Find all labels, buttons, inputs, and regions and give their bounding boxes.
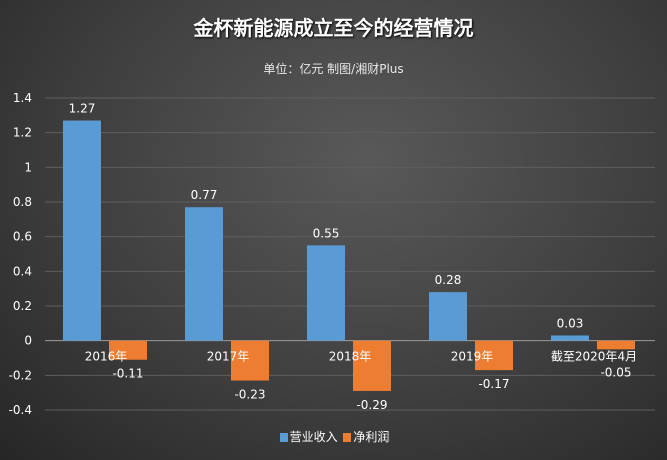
bar-profit (353, 340, 391, 391)
data-label: 1.27 (69, 102, 96, 116)
legend: 营业收入 净利润 (0, 428, 667, 445)
bar-profit (475, 340, 513, 371)
data-label: 0.03 (557, 316, 584, 330)
y-tick-label: -0.2 (9, 368, 32, 382)
chart-subtitle: 单位：亿元 制图/湘财Plus (263, 62, 404, 76)
data-label: -0.11 (112, 367, 143, 381)
legend-swatch-profit (343, 433, 352, 442)
y-tick-label: 0.6 (13, 230, 32, 244)
x-tick-label: 2019年 (451, 350, 494, 364)
x-tick-label: 2017年 (207, 350, 250, 364)
legend-label-profit: 净利润 (353, 430, 390, 444)
bar-revenue (429, 292, 467, 341)
x-tick-label: 2018年 (329, 350, 372, 364)
x-tick-label: 截至2020年4月 (551, 350, 637, 364)
bar-revenue (185, 207, 223, 341)
y-tick-label: 1 (24, 160, 32, 174)
data-label: -0.05 (600, 366, 631, 380)
y-tick-label: 0.2 (13, 299, 32, 313)
bar-profit (109, 340, 147, 360)
y-tick-label: -0.4 (9, 403, 32, 417)
data-label: -0.17 (478, 377, 509, 391)
y-tick-label: 1.4 (13, 91, 32, 105)
data-label: 0.28 (435, 273, 462, 287)
bar-profit (231, 340, 269, 381)
x-tick-label: 2016年 (85, 350, 128, 364)
y-tick-label: 0 (24, 334, 32, 348)
bar-revenue (63, 120, 101, 341)
y-tick-label: 1.2 (13, 126, 32, 140)
bar-profit (597, 340, 635, 350)
chart-title: 金杯新能源成立至今的经营情况 (193, 16, 474, 40)
legend-swatch-revenue (279, 433, 288, 442)
y-tick-label: 0.8 (13, 195, 32, 209)
legend-label-revenue: 营业收入 (289, 430, 338, 444)
y-tick-label: 0.4 (13, 264, 32, 278)
data-label: 0.77 (191, 188, 218, 202)
data-label: -0.23 (234, 388, 265, 402)
bar-revenue (551, 335, 589, 341)
data-label: -0.29 (356, 398, 387, 412)
data-label: 0.55 (313, 226, 340, 240)
bar-revenue (307, 245, 345, 341)
